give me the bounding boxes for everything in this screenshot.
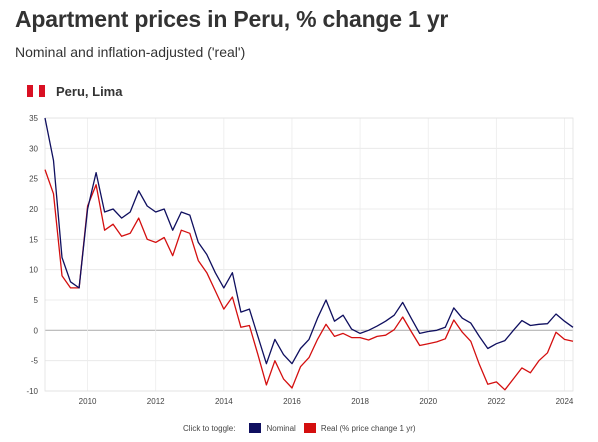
y-tick-label: 30 [29,144,38,153]
y-tick-label: 25 [29,175,38,184]
y-tick-label: -5 [31,357,39,366]
x-tick-label: 2012 [147,397,165,406]
x-tick-label: 2010 [79,397,97,406]
legend-swatch-real [303,423,316,433]
y-tick-label: 10 [29,266,38,275]
legend-item-nominal[interactable]: Nominal [249,423,296,433]
y-tick-label: 20 [29,205,38,214]
peru-flag-icon [27,85,45,97]
legend-hint: Click to toggle: [183,423,236,433]
series-line-nominal [44,117,574,365]
x-tick-label: 2020 [419,397,437,406]
plot-area [44,117,574,392]
legend-swatch-nominal [249,423,262,433]
y-tick-label: 15 [29,235,38,244]
x-tick-label: 2018 [351,397,369,406]
x-tick-label: 2016 [283,397,301,406]
y-tick-label: 0 [34,326,39,335]
legend-label-nominal: Nominal [266,423,296,433]
series-line-real [44,169,574,391]
flag-stripe-left [27,85,33,97]
legend-item-real[interactable]: Real (% price change 1 yr) [303,423,416,433]
flag-stripe-middle [33,85,39,97]
country-label: Peru, Lima [56,84,123,99]
flag-stripe-right [39,85,45,97]
y-tick-label: 5 [34,296,39,305]
chart-legend: Click to toggle: Nominal Real (% price c… [183,423,424,433]
chart-subtitle: Nominal and inflation-adjusted ('real') [15,44,246,60]
chart-title: Apartment prices in Peru, % change 1 yr [15,6,449,32]
x-tick-label: 2014 [215,397,233,406]
x-tick-label: 2024 [556,397,574,406]
y-tick-label: 35 [29,114,38,123]
legend-label-real: Real (% price change 1 yr) [320,423,416,433]
y-tick-label: -10 [26,387,38,396]
x-tick-label: 2022 [487,397,505,406]
